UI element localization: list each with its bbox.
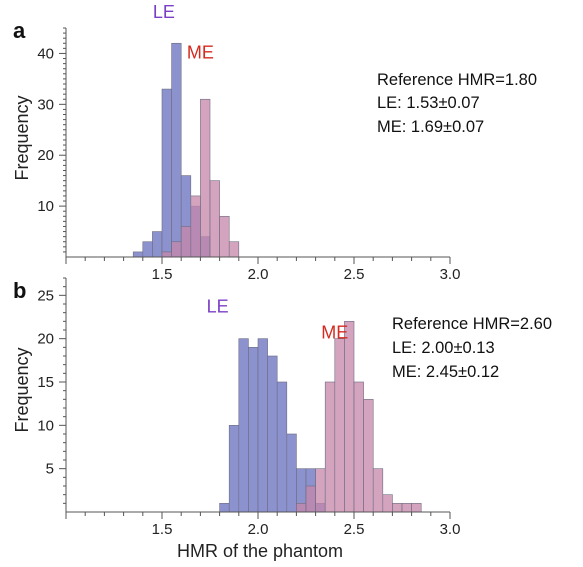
- bar-le-b-0: [219, 503, 230, 513]
- bar-me-b-12: [411, 503, 422, 513]
- bar-me-a-7: [228, 241, 240, 258]
- y-ticks-a: 10 20 30 40: [37, 27, 66, 253]
- y-ticks-b: 5 10 15 20 25: [37, 277, 66, 504]
- series-label-le-a: LE: [153, 2, 175, 22]
- bar-me-b-6: [353, 381, 364, 513]
- bar-le-b-3: [248, 347, 259, 513]
- x-ticks-b: 1.5 2.0 2.5 3.0: [65, 512, 461, 538]
- bar-le-a-2: [152, 231, 163, 258]
- annotation-le-a: LE: 1.53±0.07: [377, 94, 480, 112]
- bar-le-b-2: [238, 338, 249, 513]
- bar-le-b-4: [257, 338, 268, 513]
- annotation-reference-a: Reference HMR=1.80: [377, 71, 537, 89]
- x-ticks-a: 1.5 2.0 2.5 3.0: [65, 257, 461, 283]
- bar-le-a-3: [161, 88, 172, 258]
- series-label-le-b: LE: [207, 297, 229, 317]
- histogram-bars-a: [132, 42, 240, 258]
- bar-le-a-1: [142, 241, 153, 258]
- bar-me-a-2: [180, 226, 192, 258]
- x-tick-label-a-0: 1.5: [152, 266, 173, 283]
- bar-me-b-4: [334, 338, 345, 513]
- bar-me-b-10: [392, 503, 403, 513]
- bar-me-a-4: [200, 98, 211, 258]
- y-tick-label-b-0: 5: [46, 461, 54, 478]
- bar-me-a-3: [190, 195, 201, 258]
- y-tick-label-a-3: 40: [37, 45, 54, 62]
- y-tick-label-a-1: 20: [37, 147, 54, 164]
- series-label-me-a: ME: [187, 43, 214, 63]
- annotation-me-b: ME: 2.45±0.12: [392, 363, 499, 381]
- bar-me-a-6: [219, 215, 230, 258]
- x-tick-label-a-2: 2.5: [344, 266, 365, 283]
- y-axis-title-a: Frequency: [12, 95, 32, 180]
- x-tick-label-b-1: 2.0: [248, 521, 269, 538]
- y-tick-label-a-2: 30: [37, 96, 54, 113]
- bar-le-b-6: [276, 381, 288, 513]
- y-tick-label-b-2: 15: [37, 374, 54, 391]
- bar-le-b-7: [286, 433, 297, 513]
- panel-letter-b: b: [13, 278, 26, 303]
- panel-letter-a: a: [13, 18, 26, 43]
- bar-me-a-1: [171, 241, 182, 258]
- x-tick-label-a-1: 2.0: [248, 266, 269, 283]
- bar-me-b-2: [315, 468, 326, 513]
- bar-me-b-1: [305, 485, 316, 513]
- bar-le-b-1: [228, 425, 240, 513]
- x-axis-title: HMR of the phantom: [177, 541, 343, 561]
- bar-me-a-0: [161, 251, 172, 258]
- bar-me-a-5: [209, 180, 220, 258]
- bar-me-b-5: [344, 321, 355, 513]
- y-tick-label-b-3: 20: [37, 331, 54, 348]
- annotation-reference-b: Reference HMR=2.60: [392, 315, 552, 333]
- annotation-le-b: LE: 2.00±0.13: [392, 339, 495, 357]
- annotation-me-a: ME: 1.69±0.07: [377, 118, 484, 136]
- bar-me-b-3: [324, 381, 336, 513]
- bar-me-b-9: [382, 494, 393, 513]
- panel-b: b Frequency 5 10 15 20 25 1.5 2.0 2.5 3.0 LE ME…: [12, 277, 552, 538]
- histogram-bars-b: [219, 321, 422, 513]
- y-tick-label-b-1: 10: [37, 417, 54, 434]
- x-tick-label-a-3: 3.0: [440, 266, 461, 283]
- bar-me-b-0: [296, 503, 307, 513]
- series-label-me-b: ME: [321, 323, 348, 343]
- bar-le-a-4: [171, 42, 182, 258]
- x-tick-label-b-3: 3.0: [440, 521, 461, 538]
- x-tick-label-b-0: 1.5: [152, 521, 173, 538]
- x-tick-label-b-2: 2.5: [344, 521, 365, 538]
- y-tick-label-a-0: 10: [37, 198, 54, 215]
- bar-me-b-7: [363, 399, 374, 513]
- y-tick-label-b-4: 25: [37, 287, 54, 304]
- bar-le-b-5: [267, 355, 278, 513]
- bar-me-b-8: [372, 468, 384, 513]
- bar-le-a-0: [132, 251, 144, 258]
- bar-me-b-11: [401, 503, 412, 513]
- y-axis-title-b: Frequency: [12, 347, 32, 432]
